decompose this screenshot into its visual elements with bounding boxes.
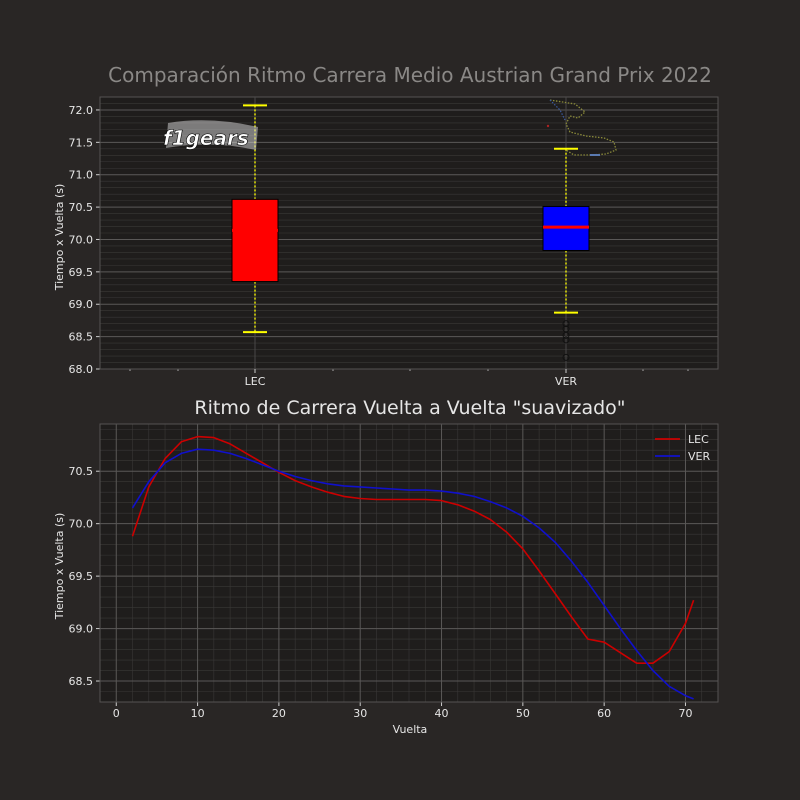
boxplot-ytick-label: 69.0 bbox=[69, 298, 94, 311]
line-xtick-label: 60 bbox=[597, 707, 611, 720]
line-ytick-label: 69.5 bbox=[69, 570, 94, 583]
boxplot-xtick-label: VER bbox=[555, 375, 577, 388]
boxplot-ytick-label: 68.0 bbox=[69, 363, 94, 376]
boxplot-ytick-label: 72.0 bbox=[69, 104, 94, 117]
boxplot-ytick-label: 71.0 bbox=[69, 169, 94, 182]
line-chart-title: Ritmo de Carrera Vuelta a Vuelta "suaviz… bbox=[194, 397, 625, 419]
boxplot-xtick-label: LEC bbox=[245, 375, 266, 388]
line-ytick-label: 70.0 bbox=[69, 518, 94, 531]
logo-flag-icon bbox=[166, 120, 258, 150]
line-chart-panel: 0 10 20 30 40 50 60 70 68.5 69.0 69.5 70.0 70.5 LEC VE… bbox=[69, 423, 719, 720]
boxplot-title: Comparación Ritmo Carrera Medio Austrian… bbox=[108, 63, 712, 87]
line-xtick-label: 70 bbox=[678, 707, 692, 720]
boxplot-outlier bbox=[562, 320, 570, 328]
line-xtick-label: 0 bbox=[113, 707, 120, 720]
boxplot-outlier bbox=[562, 336, 570, 344]
line-frame bbox=[99, 423, 719, 703]
series-line-ver bbox=[131, 448, 694, 700]
boxplot-box-lec bbox=[231, 198, 279, 283]
legend-label-ver: VER bbox=[688, 450, 710, 463]
boxplot-outlier bbox=[562, 331, 570, 339]
line-xtick-label: 30 bbox=[353, 707, 367, 720]
boxplot-ytick-label: 70.0 bbox=[69, 233, 94, 246]
logo-text: f1gears bbox=[163, 126, 249, 150]
line-ytick-label: 69.0 bbox=[69, 623, 94, 636]
track-map-icon bbox=[546, 99, 617, 156]
boxplot-panel: 68.0 68.5 69.0 69.5 70.0 70.5 71.0 71.5 72.0 LEC V… bbox=[69, 96, 719, 388]
boxplot-ytick-label: 69.5 bbox=[69, 266, 94, 279]
line-xtick-label: 20 bbox=[272, 707, 286, 720]
boxplot-ylabel: Tiempo x Vuelta (s) bbox=[53, 184, 66, 292]
boxplot-ytick-label: 71.5 bbox=[69, 136, 94, 149]
line-xtick-label: 50 bbox=[516, 707, 530, 720]
f1gears-logo: f1gears bbox=[163, 120, 258, 150]
boxplot-ytick-label: 68.5 bbox=[69, 331, 94, 344]
line-xtick-label: 10 bbox=[191, 707, 205, 720]
series-line-lec bbox=[131, 435, 695, 664]
legend-label-lec: LEC bbox=[688, 433, 709, 446]
track-map-sector bbox=[549, 99, 566, 121]
line-ytick-label: 70.5 bbox=[69, 465, 94, 478]
boxplot-outlier bbox=[562, 353, 570, 361]
line-chart-ylabel: Tiempo x Vuelta (s) bbox=[53, 513, 66, 621]
legend: LEC VER bbox=[655, 433, 710, 463]
line-chart-xlabel: Vuelta bbox=[393, 723, 428, 736]
boxplot-frame bbox=[99, 96, 719, 370]
boxplot-ytick-label: 70.5 bbox=[69, 201, 94, 214]
line-ytick-label: 68.5 bbox=[69, 675, 94, 688]
line-xtick-label: 40 bbox=[435, 707, 449, 720]
track-map-marker bbox=[546, 124, 550, 128]
